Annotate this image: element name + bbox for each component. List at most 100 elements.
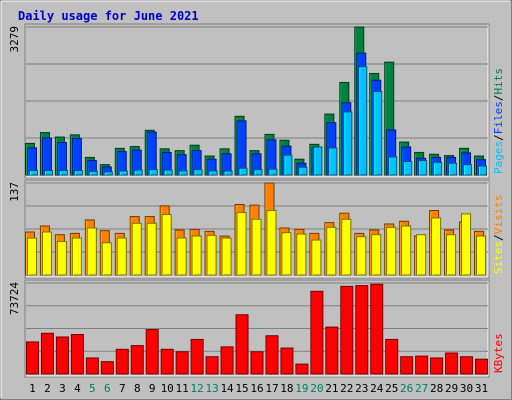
bar-hits-pages-12: [193, 169, 203, 176]
bar-kbytes-kbytes-16: [250, 351, 264, 375]
legend-kbytes: KBytes: [492, 333, 505, 373]
bar-kbytes-kbytes-28: [430, 357, 444, 375]
x-tick-label-11: 11: [176, 382, 189, 395]
bar-visits-sites-23: [356, 236, 367, 276]
bar-hits-pages-5: [88, 170, 98, 176]
bar-kbytes-kbytes-6: [100, 361, 114, 375]
bar-visits-sites-6: [101, 242, 112, 276]
x-tick-label-10: 10: [161, 382, 174, 395]
bar-visits-sites-24: [371, 234, 382, 276]
bar-visits-sites-19: [296, 233, 307, 276]
panel-hits: 3279 Pages/Files/Hits: [8, 23, 505, 179]
bar-visits-sites-14: [221, 237, 232, 276]
x-tick-label-7: 7: [119, 382, 126, 395]
bar-hits-pages-22: [343, 111, 353, 176]
chart-title: Daily usage for June 2021: [18, 9, 199, 23]
bar-visits-sites-13: [206, 234, 217, 276]
bar-hits-pages-7: [118, 170, 128, 176]
bar-visits-sites-7: [116, 237, 127, 276]
x-tick-label-23: 23: [355, 382, 368, 395]
bar-hits-pages-27: [418, 160, 428, 176]
bar-visits-sites-20: [311, 239, 322, 276]
bar-visits-sites-21: [326, 226, 337, 276]
bar-kbytes-kbytes-12: [190, 338, 204, 375]
bar-kbytes-kbytes-22: [340, 285, 354, 375]
bar-hits-pages-18: [283, 154, 293, 176]
bar-visits-sites-25: [386, 226, 397, 276]
bar-visits-sites-15: [236, 212, 247, 276]
bar-visits-sites-12: [191, 235, 202, 276]
max-label-hits: 3279: [8, 26, 21, 53]
legend-entry-visits-0: Sites: [492, 241, 505, 274]
x-tick-label-28: 28: [430, 382, 443, 395]
bar-hits-pages-25: [388, 156, 398, 176]
x-tick-label-18: 18: [280, 382, 293, 395]
bar-kbytes-kbytes-15: [235, 314, 249, 375]
legend-entry-hits-2: Files: [492, 101, 505, 134]
legend-entry-visits-2: Visits: [492, 195, 505, 235]
bar-kbytes-kbytes-18: [280, 347, 294, 375]
x-tick-label-12: 12: [191, 382, 204, 395]
bar-visits-sites-28: [431, 217, 442, 276]
bar-kbytes-kbytes-1: [25, 341, 39, 375]
legend-entry-visits-1: /: [492, 234, 505, 241]
x-tick-label-22: 22: [340, 382, 353, 395]
bar-hits-pages-29: [448, 162, 458, 176]
bar-kbytes-kbytes-9: [145, 329, 159, 375]
panel-kbytes: 73724 KBytes: [8, 279, 505, 378]
bar-visits-sites-16: [251, 218, 262, 276]
bar-kbytes-kbytes-17: [265, 335, 279, 375]
bar-kbytes-kbytes-23: [355, 285, 369, 375]
bar-hits-pages-20: [313, 146, 323, 176]
bar-visits-sites-3: [56, 240, 67, 276]
bar-kbytes-kbytes-31: [475, 358, 489, 375]
bar-hits-pages-3: [58, 169, 68, 176]
bar-hits-pages-9: [148, 169, 158, 176]
x-tick-label-14: 14: [220, 382, 234, 395]
legend-entry-kbytes-0: KBytes: [492, 333, 505, 373]
x-tick-label-21: 21: [325, 382, 338, 395]
bar-hits-pages-31: [478, 165, 488, 176]
max-label-visits: 137: [8, 182, 21, 202]
x-tick-label-31: 31: [475, 382, 488, 395]
bar-visits-sites-26: [401, 225, 412, 276]
x-tick-label-5: 5: [89, 382, 96, 395]
legend-visits: Sites/Visits: [492, 195, 505, 275]
bar-visits-sites-8: [131, 222, 142, 276]
x-tick-label-20: 20: [310, 382, 323, 395]
bar-visits-sites-29: [446, 234, 457, 276]
bar-hits-pages-6: [103, 171, 113, 176]
bar-hits-pages-14: [223, 170, 233, 176]
bar-visits-sites-18: [281, 232, 292, 276]
x-tick-label-2: 2: [44, 382, 51, 395]
x-tick-label-3: 3: [59, 382, 66, 395]
x-tick-label-16: 16: [250, 382, 263, 395]
panel-visits: 137 Sites/Visits: [8, 179, 505, 279]
bar-kbytes-kbytes-26: [400, 356, 414, 375]
bar-kbytes-kbytes-14: [220, 346, 234, 375]
bar-visits-sites-4: [71, 237, 82, 276]
bar-kbytes-kbytes-20: [310, 290, 324, 375]
bar-hits-pages-16: [253, 169, 263, 176]
legend-hits: Pages/Files/Hits: [492, 68, 505, 174]
bar-visits-sites-9: [146, 222, 157, 276]
bar-hits-pages-13: [208, 170, 218, 176]
bar-hits-pages-24: [373, 90, 383, 176]
chart-panels: 3279 Pages/Files/Hits 137 Sites/Visits 73724…: [8, 23, 505, 378]
max-label-kbytes: 73724: [8, 282, 21, 315]
bar-visits-sites-5: [86, 227, 97, 276]
bar-hits-pages-4: [73, 169, 83, 176]
x-tick-label-9: 9: [149, 382, 156, 395]
bar-hits-pages-17: [268, 168, 278, 176]
bar-hits-pages-2: [43, 169, 53, 176]
bar-hits-pages-30: [463, 164, 473, 176]
bar-kbytes-kbytes-13: [205, 356, 219, 375]
bar-kbytes-kbytes-21: [325, 326, 339, 375]
x-tick-label-1: 1: [29, 382, 36, 395]
bar-hits-pages-23: [358, 66, 368, 176]
legend-entry-hits-0: Pages: [492, 141, 505, 174]
x-tick-label-25: 25: [385, 382, 398, 395]
x-tick-label-27: 27: [415, 382, 428, 395]
bar-kbytes-kbytes-10: [160, 348, 174, 375]
x-tick-label-26: 26: [400, 382, 413, 395]
